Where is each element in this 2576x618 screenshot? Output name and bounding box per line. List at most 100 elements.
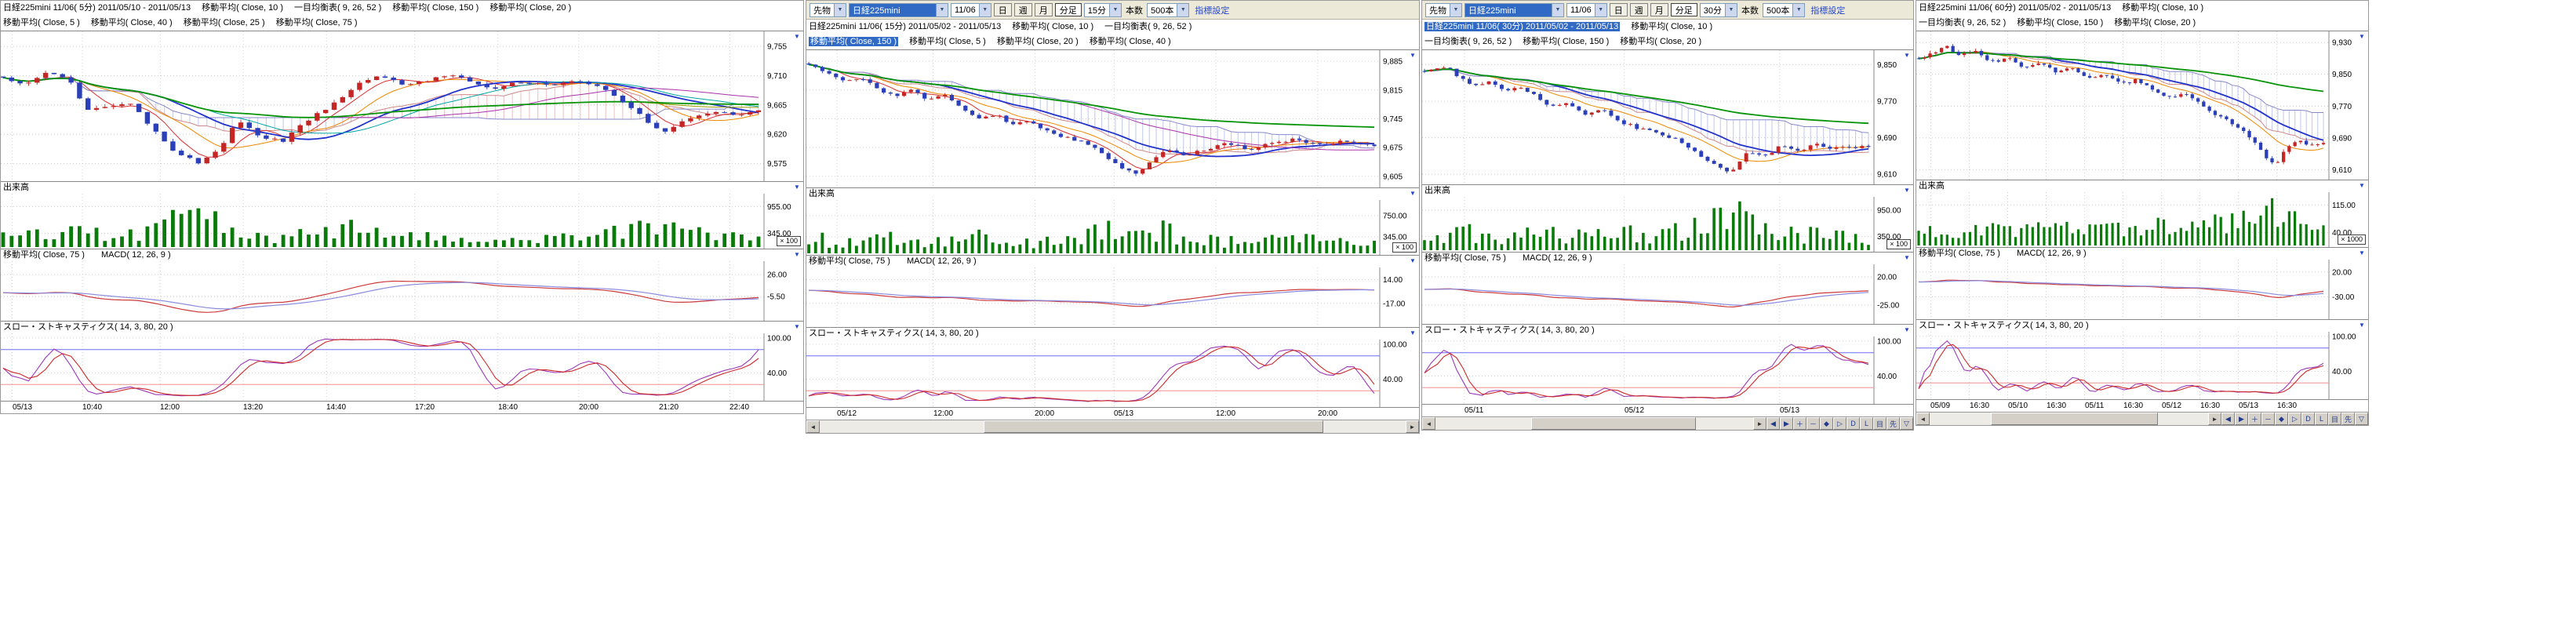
daily-button[interactable]: 日 — [1609, 3, 1628, 16]
line-draw-button[interactable]: L — [2315, 413, 2328, 425]
indicator-label[interactable]: 移動平均( Close, 5 ) — [909, 37, 986, 46]
scroll-left-button[interactable]: ◄ — [1916, 413, 1930, 425]
line-draw-button[interactable]: L — [1860, 417, 1873, 430]
stochastics-pane[interactable]: スロー・ストキャスティクス( 14, 3, 80, 20 ) 100.00 40.… — [1, 321, 803, 401]
collapse-panel-button[interactable]: ▽ — [2355, 413, 2368, 425]
indicator-label[interactable]: 移動平均( Close, 25 ) — [183, 18, 265, 27]
indicator-label[interactable]: 移動平均( Close, 10 ) — [202, 3, 284, 13]
macd-pane[interactable]: 移動平均( Close, 75 ) MACD( 12, 26, 9 ) 26.0… — [1, 249, 803, 321]
pane-collapse-button[interactable]: ▼ — [1410, 329, 1416, 336]
pane-collapse-button[interactable]: ▼ — [794, 251, 800, 258]
minute-button[interactable]: 分足 — [1054, 3, 1082, 16]
collapse-panel-button[interactable]: ▽ — [1900, 417, 1913, 430]
scrollbar-track[interactable] — [1435, 417, 1753, 430]
indicator-settings-button[interactable]: 指標設定 — [1810, 5, 1846, 16]
category-select[interactable]: 先物 ▼ — [810, 2, 846, 17]
indicator-label[interactable]: 移動平均( Close, 10 ) — [1012, 22, 1094, 31]
zoom-in-button[interactable]: ＋ — [1793, 417, 1806, 430]
indicator-label[interactable]: 移動平均( Close, 20 ) — [489, 3, 572, 13]
bars-count-select[interactable]: 500本 ▼ — [1762, 2, 1806, 17]
pane-collapse-button[interactable]: ▼ — [1410, 52, 1416, 59]
zoom-out-button[interactable]: － — [2261, 413, 2275, 425]
macd-pane[interactable]: 移動平均( Close, 75 ) MACD( 12, 26, 9 ) 14.0… — [806, 255, 1419, 327]
horizontal-scrollbar[interactable]: ◄ ► — [806, 420, 1419, 433]
auto-scroll-button[interactable]: ▷ — [2288, 413, 2301, 425]
pane-collapse-button[interactable]: ▼ — [794, 323, 800, 330]
pane-collapse-button[interactable]: ▼ — [1904, 254, 1910, 261]
horizontal-scrollbar[interactable]: ◄ ► ◀ ▶ ＋－ ◆ ▷ D L 目先 ▽ — [1422, 416, 1913, 430]
page-left-button[interactable]: ◀ — [2221, 413, 2235, 425]
instrument-jump-button[interactable]: 先 — [1887, 417, 1900, 430]
macd-pane[interactable]: 移動平均( Close, 75 ) MACD( 12, 26, 9 ) 20.0… — [1916, 247, 2368, 319]
indicator-label[interactable]: 移動平均( Close, 20 ) — [996, 37, 1079, 46]
pane-collapse-button[interactable]: ▼ — [1904, 52, 1910, 59]
minute-button[interactable]: 分足 — [1670, 3, 1697, 16]
pane-collapse-button[interactable]: ▼ — [794, 33, 800, 40]
zoom-in-button[interactable]: ＋ — [2248, 413, 2261, 425]
contract-month-select[interactable]: 11/06 ▼ — [1566, 2, 1607, 17]
indicator-label[interactable]: 移動平均( Close, 150 ) — [392, 3, 479, 13]
scrollbar-thumb[interactable] — [1530, 417, 1697, 430]
zoom-out-button[interactable]: － — [1806, 417, 1820, 430]
bars-count-select[interactable]: 500本 ▼ — [1146, 2, 1190, 17]
scrollbar-thumb[interactable] — [984, 420, 1324, 433]
stochastics-pane[interactable]: スロー・ストキャスティクス( 14, 3, 80, 20 ) 100.00 40.… — [1916, 319, 2368, 399]
price-pane[interactable]: 9,930 9,850 9,770 9,690 9,610 ▼ — [1916, 31, 2368, 180]
indicator-settings-button[interactable]: 指標設定 — [1195, 5, 1230, 16]
crosshair-button[interactable]: ◆ — [2275, 413, 2288, 425]
pane-collapse-button[interactable]: ▼ — [1410, 257, 1416, 264]
indicator-label[interactable]: 移動平均( Close, 150 ) — [809, 37, 899, 46]
indicator-label[interactable]: 移動平均( Close, 40 ) — [90, 18, 173, 27]
scale-settings-button[interactable]: 目 — [2328, 413, 2341, 425]
price-pane[interactable]: 9,755 9,710 9,665 9,620 9,575 ▼ — [1, 31, 803, 181]
scroll-right-button[interactable]: ► — [1753, 417, 1766, 430]
scrollbar-track[interactable] — [1930, 413, 2208, 425]
scrollbar-track[interactable] — [820, 420, 1406, 433]
indicator-label[interactable]: 移動平均( Close, 5 ) — [3, 18, 80, 27]
volume-pane[interactable]: 出来高 × 1000 115.00 40.00 ▼ — [1916, 180, 2368, 247]
data-window-button[interactable]: D — [1846, 417, 1860, 430]
pane-collapse-button[interactable]: ▼ — [2359, 182, 2365, 189]
indicator-label[interactable]: 移動平均( Close, 75 ) — [275, 18, 358, 27]
contract-month-select[interactable]: 11/06 ▼ — [951, 2, 991, 17]
scroll-left-button[interactable]: ◄ — [806, 420, 820, 433]
interval-select[interactable]: 15分 ▼ — [1083, 2, 1122, 17]
monthly-button[interactable]: 月 — [1650, 3, 1668, 16]
indicator-label[interactable]: 移動平均( Close, 20 ) — [2114, 18, 2196, 27]
scrollbar-thumb[interactable] — [1991, 413, 2159, 425]
indicator-label[interactable]: 移動平均( Close, 40 ) — [1089, 37, 1171, 46]
macd-pane[interactable]: 移動平均( Close, 75 ) MACD( 12, 26, 9 ) 20.0… — [1422, 252, 1913, 324]
indicator-label[interactable]: 一目均衡表( 9, 26, 52 ) — [1104, 22, 1192, 31]
indicator-label[interactable]: 一目均衡表( 9, 26, 52 ) — [1919, 18, 2007, 27]
volume-pane[interactable]: 出来高 × 100 950.00 350.00 ▼ — [1422, 184, 1913, 252]
pane-collapse-button[interactable]: ▼ — [2359, 322, 2365, 329]
scroll-right-button[interactable]: ► — [1406, 420, 1419, 433]
scroll-right-button[interactable]: ► — [2208, 413, 2221, 425]
instrument-select[interactable]: 日経225mini ▼ — [1464, 2, 1564, 17]
category-select[interactable]: 先物 ▼ — [1425, 2, 1462, 17]
page-right-button[interactable]: ▶ — [1780, 417, 1793, 430]
auto-scroll-button[interactable]: ▷ — [1833, 417, 1846, 430]
daily-button[interactable]: 日 — [993, 3, 1012, 16]
volume-pane[interactable]: 出来高 × 100 955.00 345.00 ▼ — [1, 181, 803, 249]
pane-collapse-button[interactable]: ▼ — [1904, 187, 1910, 194]
monthly-button[interactable]: 月 — [1034, 3, 1053, 16]
page-right-button[interactable]: ▶ — [2235, 413, 2248, 425]
instrument-jump-button[interactable]: 先 — [2341, 413, 2355, 425]
indicator-label[interactable]: 一目均衡表( 9, 26, 52 ) — [1424, 37, 1512, 46]
indicator-label[interactable]: 移動平均( Close, 10 ) — [1631, 22, 1713, 31]
stochastics-pane[interactable]: スロー・ストキャスティクス( 14, 3, 80, 20 ) 100.00 40.… — [1422, 324, 1913, 404]
pane-collapse-button[interactable]: ▼ — [2359, 249, 2365, 256]
stochastics-pane[interactable]: スロー・ストキャスティクス( 14, 3, 80, 20 ) 100.00 40.… — [806, 327, 1419, 407]
volume-pane[interactable]: 出来高 × 100 750.00 345.00 ▼ — [806, 187, 1419, 255]
scroll-left-button[interactable]: ◄ — [1422, 417, 1435, 430]
data-window-button[interactable]: D — [2301, 413, 2315, 425]
pane-collapse-button[interactable]: ▼ — [2359, 33, 2365, 40]
weekly-button[interactable]: 週 — [1629, 3, 1648, 16]
crosshair-button[interactable]: ◆ — [1820, 417, 1833, 430]
indicator-label[interactable]: 移動平均( Close, 20 ) — [1620, 37, 1702, 46]
price-pane[interactable]: 9,885 9,815 9,745 9,675 9,605 ▼ — [806, 49, 1419, 187]
indicator-label[interactable]: 移動平均( Close, 150 ) — [2017, 18, 2104, 27]
pane-collapse-button[interactable]: ▼ — [1904, 326, 1910, 333]
page-left-button[interactable]: ◀ — [1766, 417, 1780, 430]
